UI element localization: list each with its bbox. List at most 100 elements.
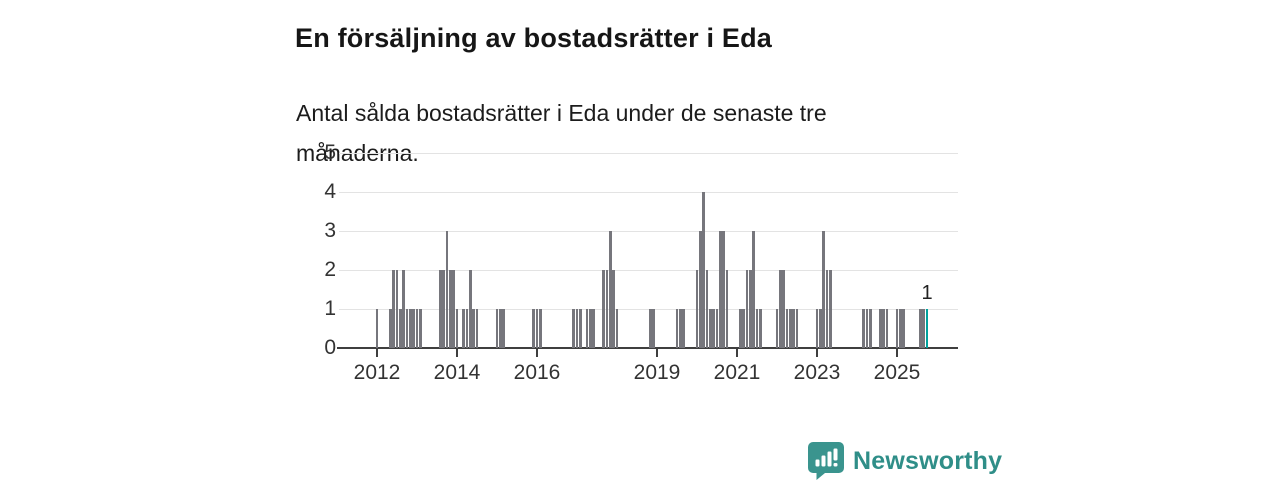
bar xyxy=(782,270,785,348)
bar xyxy=(695,270,699,348)
bar xyxy=(815,309,819,348)
bar xyxy=(902,309,905,348)
bar-highlight-latest xyxy=(925,309,929,348)
bar xyxy=(475,309,479,348)
bar xyxy=(819,309,822,348)
x-axis-tick xyxy=(536,349,538,357)
bar xyxy=(865,309,869,348)
y-axis-label: 3 xyxy=(324,219,336,242)
x-axis-label: 2014 xyxy=(433,361,481,384)
bar xyxy=(919,309,922,348)
bar xyxy=(392,270,395,348)
bar xyxy=(405,309,409,348)
bar xyxy=(785,309,789,348)
bar xyxy=(462,309,465,348)
bar xyxy=(825,270,829,348)
gridline xyxy=(339,309,958,310)
bar xyxy=(575,309,579,348)
x-axis-tick xyxy=(456,349,458,357)
bar xyxy=(589,309,592,348)
bar xyxy=(399,309,402,348)
bar xyxy=(472,309,475,348)
bar xyxy=(899,309,902,348)
bar xyxy=(725,270,729,348)
bar xyxy=(742,309,745,348)
bar xyxy=(499,309,502,348)
x-axis-line xyxy=(337,347,958,349)
bar xyxy=(649,309,652,348)
bar xyxy=(779,270,782,348)
x-axis-tick xyxy=(736,349,738,357)
latest-value-label: 1 xyxy=(921,282,933,304)
x-axis-tick xyxy=(656,349,658,357)
bar xyxy=(502,309,505,348)
bar xyxy=(792,309,795,348)
bar xyxy=(445,231,449,348)
bar xyxy=(712,309,715,348)
bar xyxy=(885,309,889,348)
bar xyxy=(535,309,539,348)
bar xyxy=(679,309,682,348)
x-axis-label: 2019 xyxy=(633,361,681,384)
bar xyxy=(602,270,605,348)
bar xyxy=(682,309,685,348)
bar xyxy=(922,309,925,348)
brand-name: Newsworthy xyxy=(853,446,1003,475)
bar xyxy=(605,270,609,348)
bar xyxy=(739,309,742,348)
bar xyxy=(882,309,885,348)
chart-title: En försäljning av bostadsrätter i Eda xyxy=(295,23,773,54)
x-axis-label: 2012 xyxy=(353,361,401,384)
brand-footer: Newsworthy xyxy=(808,442,1002,480)
bar xyxy=(442,270,445,348)
bar xyxy=(709,309,712,348)
bar xyxy=(752,231,755,348)
gridline xyxy=(339,192,958,193)
x-axis-tick xyxy=(816,349,818,357)
bar xyxy=(675,309,679,348)
bar xyxy=(402,270,405,348)
x-axis-tick xyxy=(376,349,378,357)
gridline xyxy=(339,270,958,271)
y-axis-label: 2 xyxy=(324,258,336,281)
y-axis-label: 4 xyxy=(324,180,336,203)
bar xyxy=(862,309,865,348)
bar xyxy=(409,309,412,348)
bar xyxy=(822,231,825,348)
chart-subtitle: Antal sålda bostadsrätter i Eda under de… xyxy=(296,100,827,166)
bar xyxy=(469,270,472,348)
bar xyxy=(705,270,709,348)
bar xyxy=(452,270,455,348)
bar xyxy=(775,309,779,348)
bar xyxy=(869,309,872,348)
bar xyxy=(579,309,582,348)
newsworthy-logo-icon xyxy=(808,442,844,480)
bar xyxy=(412,309,415,348)
bar xyxy=(439,270,442,348)
gridline xyxy=(339,153,958,154)
bar xyxy=(895,309,899,348)
bar xyxy=(465,309,469,348)
x-axis-label: 2021 xyxy=(713,361,761,384)
x-axis-tick xyxy=(896,349,898,357)
bar xyxy=(572,309,575,348)
bar xyxy=(615,309,619,348)
bar xyxy=(795,309,799,348)
gridline xyxy=(339,231,958,232)
bar xyxy=(699,231,702,348)
bar xyxy=(449,270,452,348)
bar xyxy=(715,309,719,348)
x-axis-label: 2025 xyxy=(873,361,921,384)
y-axis-label: 1 xyxy=(324,297,336,320)
bar xyxy=(612,270,615,348)
bar xyxy=(719,231,722,348)
bar xyxy=(609,231,612,348)
bar xyxy=(539,309,542,348)
bar xyxy=(419,309,422,348)
bar xyxy=(532,309,535,348)
bar xyxy=(389,309,392,348)
bar xyxy=(395,270,399,348)
bar xyxy=(879,309,882,348)
